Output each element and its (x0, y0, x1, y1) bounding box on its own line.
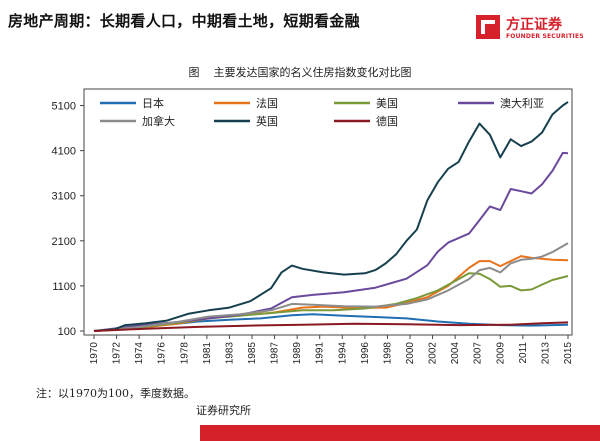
x-tick-label: 1989 (292, 342, 303, 365)
figure-caption: 图主要发达国家的名义住房指数变化对比图 (0, 64, 600, 80)
x-tick-label: 1970 (89, 342, 100, 365)
x-tick-label: 2015 (563, 342, 574, 365)
logo-name: 方正证券 (506, 17, 562, 33)
x-tick-label: 1974 (134, 342, 145, 365)
x-tick-label: 2007 (473, 342, 484, 365)
x-tick-label: 2011 (518, 342, 529, 364)
x-tick-label: 2013 (540, 342, 551, 365)
x-tick-label: 1996 (360, 342, 371, 365)
x-tick-label: 1987 (270, 342, 281, 365)
x-tick-label: 2009 (495, 342, 506, 365)
series-line-英国 (93, 101, 569, 332)
legend-label: 德国 (376, 114, 398, 128)
x-tick-label: 1998 (382, 342, 393, 365)
source-label: 证券研究所 (196, 404, 251, 417)
y-tick-label: 1100 (52, 281, 76, 293)
chart-note: 注：以1970为100，季度数据。 (36, 387, 195, 400)
x-tick-label: 1991 (315, 342, 326, 365)
legend-label: 法国 (256, 96, 278, 110)
x-tick-label: 1981 (202, 342, 213, 365)
line-chart: 100 1100 2100 3100 4100 5100 1970 1972 1974 1976… (52, 88, 574, 365)
x-tick-label: 1972 (112, 342, 123, 365)
x-tick-label: 1976 (157, 342, 168, 365)
legend-label: 日本 (142, 96, 164, 110)
legend-label: 加拿大 (142, 114, 175, 128)
figure-label: 图 (188, 66, 200, 79)
legend-label: 美国 (376, 97, 398, 110)
y-tick-label: 5100 (52, 101, 76, 113)
footer-bar (200, 425, 600, 441)
x-tick-label: 1994 (337, 342, 348, 365)
legend-label: 澳大利亚 (500, 96, 544, 110)
brand-logo: 方正证券 FOUNDER SECURITIES (476, 14, 594, 46)
x-tick-label: 2000 (405, 342, 416, 365)
figure-caption-text: 主要发达国家的名义住房指数变化对比图 (213, 66, 412, 79)
series-line-加拿大 (93, 242, 569, 332)
y-tick-label: 100 (58, 326, 76, 338)
logo-mark-icon (476, 15, 500, 39)
y-tick-label: 4100 (52, 146, 76, 158)
x-tick-label: 2004 (450, 342, 461, 365)
y-tick-label: 3100 (52, 191, 76, 203)
x-tick-label: 1985 (247, 342, 258, 365)
x-tick-label: 1978 (179, 342, 190, 365)
plot-frame (83, 88, 573, 336)
y-tick-label: 2100 (52, 236, 76, 248)
series-line-澳大利亚 (93, 151, 569, 332)
x-tick-label: 1983 (224, 342, 235, 365)
x-tick-label: 2002 (428, 342, 439, 365)
series-line-德国 (93, 321, 569, 332)
legend-label: 英国 (256, 114, 278, 128)
logo-subtitle: FOUNDER SECURITIES (506, 33, 584, 40)
page-title: 房地产周期：长期看人口，中期看土地，短期看金融 (8, 12, 360, 30)
